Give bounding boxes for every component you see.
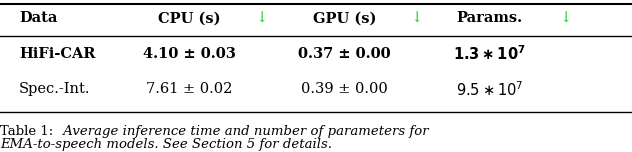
Text: ↓: ↓ — [559, 12, 572, 26]
Text: GPU (s): GPU (s) — [313, 12, 376, 26]
Text: Params.: Params. — [457, 12, 523, 26]
Text: Table 1:: Table 1: — [0, 125, 58, 138]
Text: 0.39 ± 0.00: 0.39 ± 0.00 — [301, 82, 388, 96]
Text: Data: Data — [19, 12, 58, 26]
Text: HiFi-CAR: HiFi-CAR — [19, 47, 95, 61]
Text: Spec.-Int.: Spec.-Int. — [19, 82, 90, 96]
Text: 4.10 ± 0.03: 4.10 ± 0.03 — [143, 47, 236, 61]
Text: $9.5 \ast 10^7$: $9.5 \ast 10^7$ — [456, 80, 523, 99]
Text: $\mathbf{1.3 \ast 10^7}$: $\mathbf{1.3 \ast 10^7}$ — [454, 45, 526, 63]
Text: Average inference time and number of parameters for: Average inference time and number of par… — [59, 125, 428, 138]
Text: EMA-to-speech models. See Section 5 for details.: EMA-to-speech models. See Section 5 for … — [0, 138, 332, 151]
Text: 7.61 ± 0.02: 7.61 ± 0.02 — [147, 82, 233, 96]
Text: CPU (s): CPU (s) — [159, 12, 221, 26]
Text: ↓: ↓ — [411, 12, 423, 26]
Text: ↓: ↓ — [256, 12, 269, 26]
Text: 0.37 ± 0.00: 0.37 ± 0.00 — [298, 47, 391, 61]
